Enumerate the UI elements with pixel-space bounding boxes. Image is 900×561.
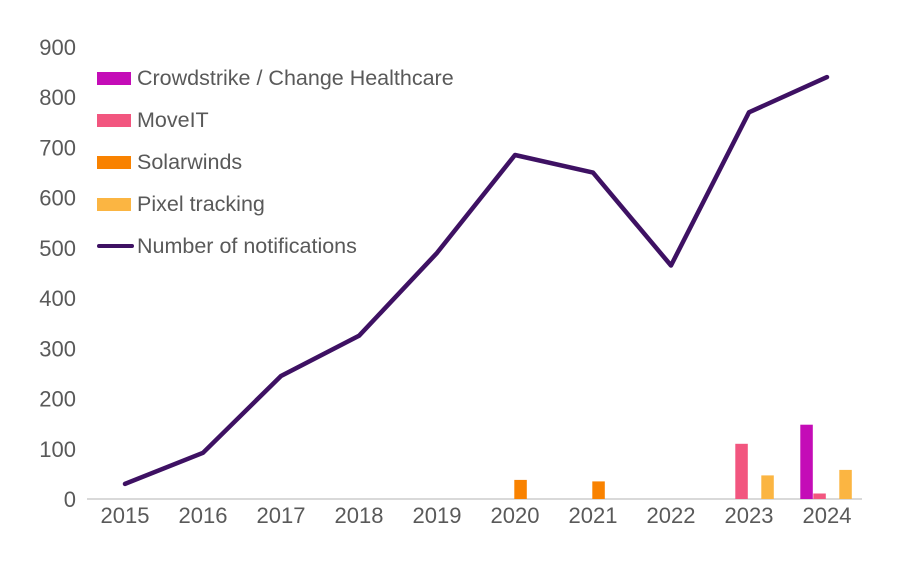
x-axis-tick-label: 2020: [491, 503, 540, 528]
legend-item: Solarwinds: [97, 141, 454, 183]
x-axis-tick-label: 2015: [101, 503, 150, 528]
y-axis-tick-label: 0: [64, 487, 76, 512]
legend-label: Number of notifications: [137, 233, 357, 258]
legend-item: Number of notifications: [97, 225, 454, 267]
x-axis-tick-label: 2016: [179, 503, 228, 528]
legend-color-swatch: [97, 197, 131, 211]
x-axis-tick-label: 2021: [569, 503, 618, 528]
legend-item: Pixel tracking: [97, 183, 454, 225]
bar-pixel_tracking: [839, 469, 852, 499]
legend-item: MoveIT: [97, 99, 454, 141]
bar-moveit: [735, 443, 748, 499]
y-axis-tick-label: 800: [39, 85, 76, 110]
x-axis-tick-label: 2019: [413, 503, 462, 528]
y-axis-tick-label: 900: [39, 35, 76, 60]
y-axis-tick-label: 700: [39, 135, 76, 160]
y-axis-tick-label: 600: [39, 186, 76, 211]
legend-color-swatch: [97, 155, 131, 169]
x-axis-tick-label: 2023: [725, 503, 774, 528]
bar-solarwinds: [592, 481, 605, 499]
y-axis-tick-label: 100: [39, 437, 76, 462]
notifications-line: [122, 74, 830, 487]
bar-crowdstrike: [800, 424, 813, 499]
legend-color-swatch: [97, 113, 131, 127]
legend-label: Pixel tracking: [137, 191, 265, 216]
legend-item: Crowdstrike / Change Healthcare: [97, 57, 454, 99]
y-axis-tick-label: 500: [39, 236, 76, 261]
x-axis-tick-label: 2022: [647, 503, 696, 528]
bar-solarwinds: [514, 479, 527, 499]
legend-label: Crowdstrike / Change Healthcare: [137, 65, 454, 90]
legend-line-swatch: [97, 243, 134, 249]
legend-label: MoveIT: [137, 107, 209, 132]
chart-legend: Crowdstrike / Change Healthcare MoveIT Sol…: [97, 57, 454, 267]
x-axis-tick-label: 2024: [803, 503, 852, 528]
x-axis-tick-label: 2018: [335, 503, 384, 528]
x-axis-tick-label: 2017: [257, 503, 306, 528]
y-axis-tick-label: 300: [39, 336, 76, 361]
y-axis-tick-label: 200: [39, 387, 76, 412]
bar-moveit: [813, 493, 826, 499]
legend-label: Solarwinds: [137, 149, 243, 174]
y-axis-tick-label: 400: [39, 286, 76, 311]
bar-pixel_tracking: [761, 475, 774, 499]
legend-color-swatch: [97, 71, 131, 85]
